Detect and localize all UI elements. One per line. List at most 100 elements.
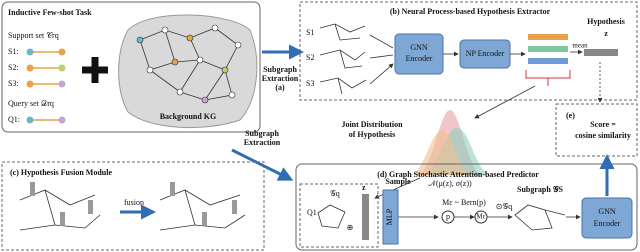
shape — [58, 48, 66, 56]
fusion-graphs — [19, 189, 246, 231]
shape — [514, 204, 566, 231]
vec — [528, 58, 568, 64]
shape — [26, 48, 34, 56]
label: (c) Hypothesis Fusion Module — [10, 168, 112, 177]
fusion-box — [1, 161, 265, 251]
shape — [170, 182, 175, 196]
label: Mε — [476, 213, 485, 221]
label: Sample — [385, 177, 411, 186]
shape — [171, 58, 179, 66]
label: (e) — [566, 111, 575, 120]
sub-graph — [514, 204, 566, 231]
label: Background KG — [160, 112, 217, 121]
label: Mε ~ Bern(p) — [442, 198, 486, 207]
shape — [317, 204, 346, 229]
shape — [26, 64, 34, 72]
extractor-box — [299, 1, 638, 101]
label: cosine similarity — [575, 131, 631, 140]
shape — [228, 91, 236, 99]
z-vec — [362, 194, 369, 240]
label: z — [362, 183, 366, 192]
shape — [161, 26, 169, 34]
predictor-box — [295, 163, 638, 251]
shape — [186, 34, 194, 42]
shape — [88, 200, 93, 214]
shape — [26, 116, 34, 124]
label: S1: — [8, 47, 19, 56]
shape — [319, 23, 367, 95]
shape — [146, 66, 154, 74]
vec — [528, 34, 568, 40]
label: mean — [572, 42, 588, 50]
label: Score = — [590, 120, 616, 129]
label: Extraction — [262, 74, 299, 83]
label: p — [446, 212, 450, 221]
label: Q1 — [307, 208, 317, 217]
shape — [196, 56, 204, 64]
label: 𝒩(μ(z), σ(z)) — [428, 179, 472, 188]
label: GNN — [410, 43, 428, 52]
shape — [136, 36, 144, 44]
label: Q1: — [8, 115, 20, 124]
input-arrows — [369, 34, 393, 85]
shape — [176, 88, 184, 96]
shape — [58, 116, 66, 124]
label: Subgraph 𝒢S — [517, 185, 563, 194]
shape — [58, 80, 66, 88]
vec — [528, 46, 568, 52]
label: Extraction — [244, 138, 281, 147]
shape — [221, 66, 229, 74]
label: MLP — [385, 208, 394, 225]
label: 𝒢q — [330, 189, 340, 198]
z-vec — [584, 49, 618, 56]
kg-blob — [118, 14, 258, 128]
plus-sign — [82, 57, 108, 83]
shape — [202, 212, 207, 226]
shape — [232, 200, 237, 214]
input-box — [299, 183, 379, 248]
label: fusion — [124, 198, 144, 207]
label: S2 — [306, 53, 314, 62]
label: Subgraph — [245, 129, 279, 138]
label: Joint Distribution — [341, 120, 403, 129]
label: Query set 𝒟rq — [8, 99, 54, 108]
label: GNN — [598, 207, 616, 216]
label: S3 — [306, 79, 314, 88]
gnn-box — [581, 197, 633, 239]
shape — [58, 64, 66, 72]
label: Inductive Few-shot Task — [8, 8, 92, 17]
shape — [211, 24, 219, 32]
arrow — [474, 85, 536, 119]
label: NP Encoder — [466, 49, 505, 58]
label: S3: — [8, 79, 19, 88]
label: Support set 𝒞rq — [8, 31, 59, 40]
pair-icons — [26, 48, 66, 124]
score-box — [555, 103, 638, 157]
fusion-bars — [30, 182, 237, 226]
shape — [201, 96, 209, 104]
label: (b) Neural Process-based Hypothesis Extr… — [390, 7, 551, 16]
label: Encoder — [594, 219, 621, 228]
label: (a) — [275, 83, 285, 92]
label: S2: — [8, 63, 19, 72]
kg-nodes — [136, 24, 242, 104]
input-graphs — [319, 23, 367, 95]
shape — [30, 182, 35, 196]
label: S1 — [306, 28, 314, 37]
extract-arrow — [231, 148, 294, 181]
label: ⊙𝒢q — [496, 202, 512, 211]
label: Encoder — [406, 54, 433, 63]
shape — [26, 80, 34, 88]
label: (d) Graph Stochastic Attention-based Pre… — [377, 170, 539, 179]
label: of Hypothesis — [349, 130, 395, 139]
label: Subgraph — [263, 65, 297, 74]
query-graph — [317, 204, 346, 229]
label: Hypothesis — [587, 17, 625, 26]
bracket — [525, 70, 571, 86]
shape — [60, 212, 65, 226]
label: ⊕ — [347, 223, 354, 232]
shape — [234, 41, 242, 49]
label: z — [604, 29, 608, 38]
